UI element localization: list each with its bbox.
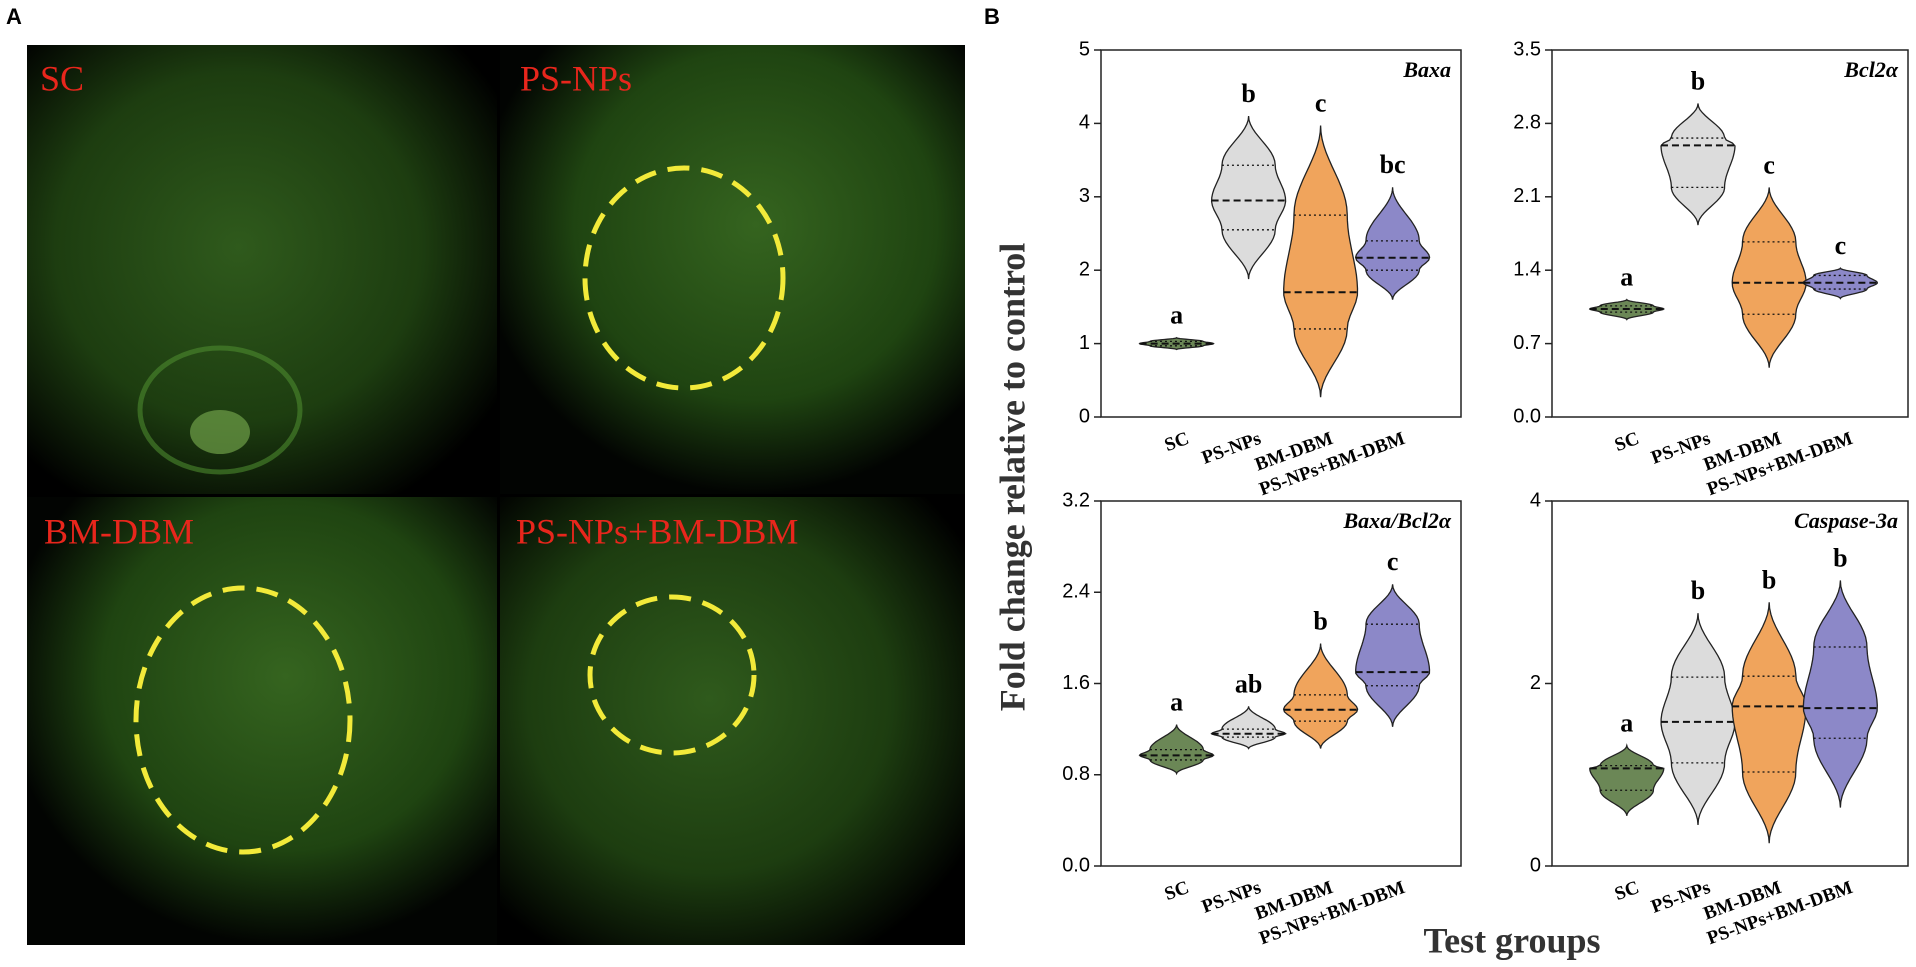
eye — [137, 345, 303, 475]
x-tick-label: SC — [1162, 877, 1192, 905]
significance-letter: c — [1763, 150, 1775, 179]
significance-letter: b — [1691, 66, 1705, 95]
y-tick-label: 0.0 — [1513, 405, 1541, 427]
y-tick-label: 0.8 — [1062, 763, 1090, 785]
image-ps-nps — [500, 45, 965, 494]
y-tick-label: 4 — [1530, 489, 1541, 511]
lens — [190, 410, 250, 454]
violin — [1283, 125, 1359, 398]
y-tick-label: 2.8 — [1513, 112, 1541, 134]
significance-letter: a — [1620, 709, 1633, 738]
chart-title: Baxa — [1402, 57, 1451, 82]
y-tick-label: 2 — [1079, 258, 1090, 280]
violin — [1660, 103, 1736, 226]
chart-title: Caspase-3a — [1794, 508, 1898, 533]
chart-title: Bcl2α — [1843, 57, 1899, 82]
image-label: PS-NPs — [520, 58, 632, 98]
microscopy-panel: SC PS-NPs BM-DBM PS-NPs+BM-DBM — [27, 45, 965, 945]
y-tick-label: 3.5 — [1513, 38, 1541, 60]
x-tick-label: SC — [1612, 877, 1642, 905]
image-label: PS-NPs+BM-DBM — [516, 511, 798, 551]
y-tick-label: 2.1 — [1513, 185, 1541, 207]
y-tick-label: 0.0 — [1062, 854, 1090, 876]
roi-ellipse — [133, 585, 353, 855]
significance-letter: a — [1170, 688, 1183, 717]
y-tick-label: 3.2 — [1062, 489, 1090, 511]
y-tick-label: 2.4 — [1062, 581, 1090, 603]
x-tick-label: SC — [1612, 428, 1642, 456]
image-label: SC — [40, 58, 84, 98]
x-tick-label: SC — [1162, 428, 1192, 456]
y-tick-label: 0 — [1530, 854, 1541, 876]
y-tick-label: 2 — [1530, 672, 1541, 694]
x-axis-label: Test groups — [1423, 920, 1600, 960]
y-tick-label: 1.6 — [1062, 672, 1090, 694]
violin — [1282, 643, 1359, 749]
significance-letter: ab — [1235, 669, 1262, 698]
y-tick-label: 0 — [1079, 405, 1090, 427]
violin — [1731, 187, 1807, 368]
violin — [1355, 584, 1431, 727]
y-axis-label: Fold change relative to control — [992, 243, 1032, 712]
chart-title: Baxa/Bcl2α — [1342, 508, 1451, 533]
y-tick-label: 1.4 — [1513, 258, 1541, 280]
plot-frame — [1551, 49, 1909, 418]
significance-letter: b — [1313, 607, 1327, 636]
y-tick-label: 5 — [1079, 38, 1090, 60]
image-sc — [27, 45, 497, 494]
violin — [1731, 602, 1807, 844]
violin — [1802, 580, 1878, 808]
significance-letter: b — [1833, 543, 1847, 572]
significance-letter: c — [1835, 231, 1847, 260]
y-tick-label: 3 — [1079, 185, 1090, 207]
image-combo — [500, 497, 965, 945]
significance-letter: b — [1691, 576, 1705, 605]
violin — [1354, 187, 1431, 300]
y-tick-label: 1 — [1079, 332, 1090, 354]
plot-frame — [1100, 49, 1462, 418]
image-label: BM-DBM — [44, 511, 194, 551]
roi-ellipse — [582, 165, 786, 391]
significance-letter: b — [1241, 79, 1255, 108]
panel-label: A — [6, 4, 22, 29]
significance-letter: b — [1762, 565, 1776, 594]
significance-letter: c — [1315, 89, 1327, 118]
violin — [1210, 116, 1287, 280]
significance-letter: a — [1170, 301, 1183, 330]
y-tick-label: 4 — [1079, 112, 1090, 134]
violin — [1660, 613, 1736, 825]
panel-label: B — [984, 4, 1000, 29]
violin — [1210, 706, 1287, 750]
roi-ellipse — [587, 594, 757, 756]
violin — [1589, 743, 1665, 816]
image-bm-dbm — [27, 497, 497, 945]
significance-letter: a — [1620, 263, 1633, 292]
significance-letter: c — [1387, 547, 1399, 576]
y-tick-label: 0.7 — [1513, 332, 1541, 354]
significance-letter: bc — [1380, 150, 1406, 179]
